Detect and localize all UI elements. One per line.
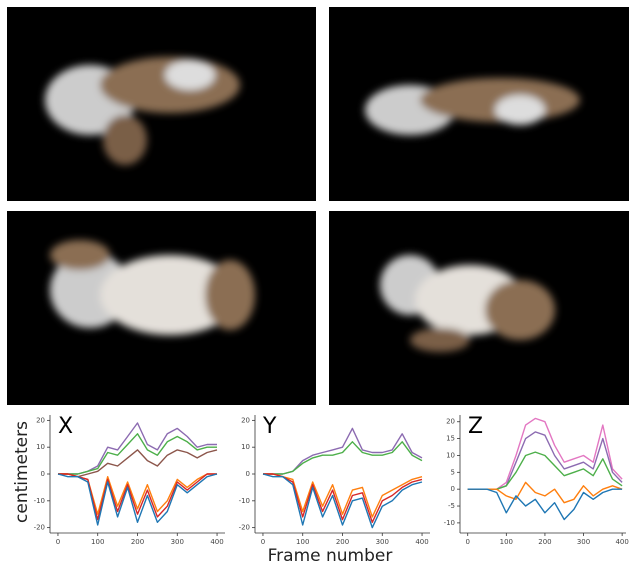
x-tick-label: 0	[465, 538, 469, 546]
chart-title: X	[58, 414, 73, 439]
y-tick-label: 20	[241, 416, 250, 424]
x-axis-label: Frame number	[268, 546, 393, 565]
y-tick-label: 10	[241, 443, 250, 451]
y-tick-label: 20	[446, 418, 455, 426]
y-tick-label: -20	[34, 524, 45, 532]
y-tick-label: -10	[34, 497, 45, 505]
y-tick-label: 10	[446, 451, 455, 459]
x-tick-label: 200	[131, 538, 144, 546]
series-line	[58, 434, 217, 474]
series-line	[468, 418, 622, 489]
x-tick-label: 400	[210, 538, 223, 546]
chart-title: Z	[468, 414, 483, 439]
x-tick-label: 300	[171, 538, 184, 546]
x-tick-label: 100	[296, 538, 309, 546]
x-tick-label: 0	[261, 538, 265, 546]
series-line	[468, 489, 622, 519]
x-tick-label: 0	[56, 538, 60, 546]
render-panels	[7, 7, 629, 405]
series-line	[58, 423, 217, 474]
y-tick-label: 15	[446, 435, 455, 443]
x-tick-label: 200	[538, 538, 551, 546]
y-tick-label: -5	[448, 502, 455, 510]
x-tick-label: 400	[615, 538, 628, 546]
y-tick-label: 5	[451, 468, 455, 476]
series-line	[58, 474, 217, 520]
x-tick-label: 400	[415, 538, 428, 546]
series-line	[263, 428, 422, 474]
y-tick-label: -10	[239, 497, 250, 505]
series-line	[58, 474, 217, 514]
series-line	[468, 452, 622, 489]
y-axis-label: centimeters	[12, 421, 32, 523]
x-tick-label: 100	[91, 538, 104, 546]
series-line	[263, 474, 422, 522]
y-tick-label: 0	[41, 470, 45, 478]
series-line	[468, 482, 622, 502]
y-tick-label: 0	[246, 470, 250, 478]
chart-title: Y	[262, 414, 277, 439]
y-tick-label: -10	[444, 519, 455, 527]
x-tick-label: 100	[500, 538, 513, 546]
y-tick-label: 20	[36, 416, 45, 424]
figure: Frame number centimeters -20-10010200100…	[0, 0, 629, 565]
series-line	[58, 474, 217, 525]
x-tick-label: 300	[376, 538, 389, 546]
y-tick-label: 0	[451, 485, 455, 493]
y-tick-label: -20	[239, 524, 250, 532]
x-tick-label: 300	[577, 538, 590, 546]
x-tick-label: 200	[336, 538, 349, 546]
y-tick-label: 10	[36, 443, 45, 451]
